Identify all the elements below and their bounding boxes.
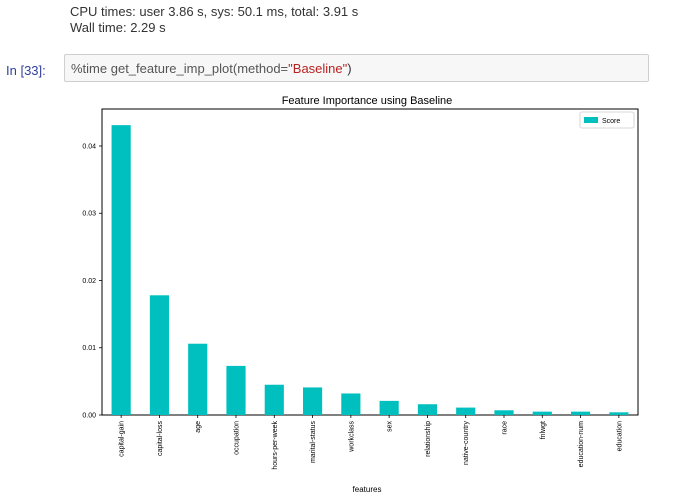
- y-tick-label: 0.02: [82, 278, 96, 285]
- x-tick-label-race: race: [502, 421, 509, 435]
- code-line[interactable]: %time get_feature_imp_plot(method="Basel…: [71, 61, 352, 76]
- y-axis: 0.00 0.01 0.02 0.03 0.04: [82, 143, 102, 420]
- plot-area: [101, 108, 639, 416]
- bar-sex: [379, 400, 399, 415]
- legend-label-score: Score: [602, 118, 620, 125]
- bar-education-num: [571, 411, 591, 415]
- code-suffix: ): [347, 61, 352, 76]
- bars: [111, 125, 629, 415]
- bar-occupation: [226, 365, 246, 415]
- bar-marital-status: [303, 387, 323, 415]
- y-tick-label: 0.04: [82, 143, 96, 150]
- x-tick-label-sex: sex: [387, 421, 394, 432]
- x-tick-label-marital-status: marital-status: [310, 421, 317, 464]
- bar-fnlwgt: [532, 411, 552, 415]
- x-axis: capital-gain capital-loss age occupation hou…: [119, 415, 623, 470]
- feature-importance-chart: Feature Importance using Baseline 0.000.…: [82, 95, 639, 494]
- bar-capital-loss: [149, 295, 169, 415]
- cell-output-text: CPU times: user 3.86 s, sys: 50.1 ms, to…: [70, 4, 358, 36]
- bar-education: [609, 412, 629, 415]
- input-prompt: In [33]:: [6, 63, 46, 78]
- cpu-times-text: CPU times: user 3.86 s, sys: 50.1 ms, to…: [70, 4, 359, 19]
- bar-native-country: [456, 407, 476, 415]
- x-tick-label-capital-loss: capital-loss: [157, 421, 164, 457]
- legend-box: [579, 111, 635, 129]
- bar-relationship: [417, 404, 437, 415]
- x-tick-label-education: education: [616, 421, 623, 451]
- x-tick-label-relationship: relationship: [425, 421, 432, 457]
- bar-age: [188, 343, 208, 415]
- x-tick-label-hours-per-week: hours-per-week: [272, 421, 279, 470]
- x-tick-label-occupation: occupation: [234, 421, 241, 455]
- bar-workclass: [341, 393, 361, 415]
- code-cell-input[interactable]: %time get_feature_imp_plot(method="Basel…: [64, 54, 649, 82]
- x-axis-label: features: [353, 485, 382, 494]
- x-tick-label-workclass: workclass: [348, 421, 355, 453]
- code-prefix: %time get_feature_imp_plot(method=: [71, 61, 289, 76]
- wall-time-text: Wall time: 2.29 s: [70, 20, 166, 35]
- chart-title: Feature Importance using Baseline: [282, 95, 453, 107]
- legend: Score: [579, 111, 635, 129]
- bar-capital-gain: [111, 125, 131, 415]
- x-tick-label-fnlwgt: fnlwgt: [540, 421, 547, 439]
- bar-race: [494, 410, 514, 415]
- x-tick-label-native-country: native-country: [463, 421, 470, 465]
- x-tick-label-age: age: [195, 421, 202, 433]
- code-string: "Baseline": [288, 61, 348, 76]
- x-tick-label-capital-gain: capital-gain: [119, 421, 126, 457]
- bar-hours-per-week: [264, 384, 284, 415]
- y-tick-label: 0.03: [82, 211, 96, 218]
- y-tick-label: 0.01: [82, 345, 96, 352]
- x-tick-label-education-num: education-num: [578, 421, 585, 467]
- y-tick-label: 0.00: [82, 413, 96, 420]
- legend-swatch: [584, 117, 598, 123]
